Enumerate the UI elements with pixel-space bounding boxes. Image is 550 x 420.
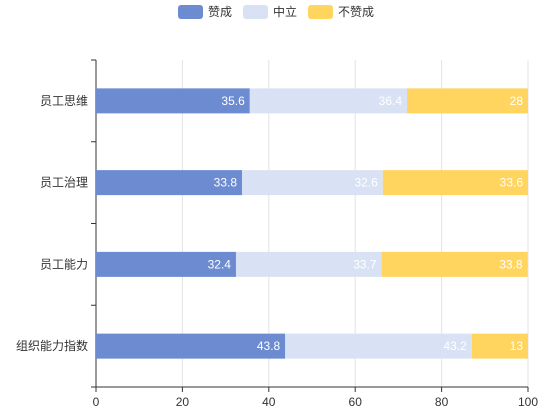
data-label: 33.7 [353,257,377,271]
bar-segment [235,251,382,277]
data-label: 28 [510,94,524,108]
legend-swatch [308,5,333,19]
bar-segment [96,333,286,359]
bar-segment [381,251,528,277]
category-label: 员工思维 [40,94,88,108]
legend-label: 赞成 [208,5,232,19]
bar-segment [407,88,528,114]
x-tick-label: 100 [518,395,538,409]
x-tick-label: 20 [176,395,190,409]
bar-segment [285,333,472,359]
category-label: 员工治理 [40,176,88,190]
data-label: 32.6 [354,176,378,190]
legend-label: 不赞成 [338,5,374,19]
bar-segment [96,251,236,277]
data-label: 13 [510,339,524,353]
data-label: 43.2 [443,339,467,353]
bar-segment [96,170,243,196]
legend-swatch [243,5,268,19]
bar-segment [471,333,528,359]
x-tick-label: 40 [262,395,276,409]
data-label: 36.4 [379,94,403,108]
x-tick-label: 80 [435,395,449,409]
data-label: 43.8 [257,339,281,353]
data-label: 35.6 [221,94,245,108]
category-label: 员工能力 [40,257,88,271]
x-tick-label: 0 [93,395,100,409]
x-tick-label: 60 [349,395,363,409]
bar-segment [96,88,250,114]
bar-segment [382,170,528,196]
bar-segment [249,88,408,114]
data-label: 32.4 [208,257,232,271]
category-label: 组织能力指数 [16,338,88,353]
data-label: 33.8 [214,176,238,190]
bar-segment [242,170,383,196]
data-label: 33.6 [500,176,524,190]
legend-swatch [178,5,203,19]
data-label: 33.8 [499,257,523,271]
legend-label: 中立 [273,4,297,19]
